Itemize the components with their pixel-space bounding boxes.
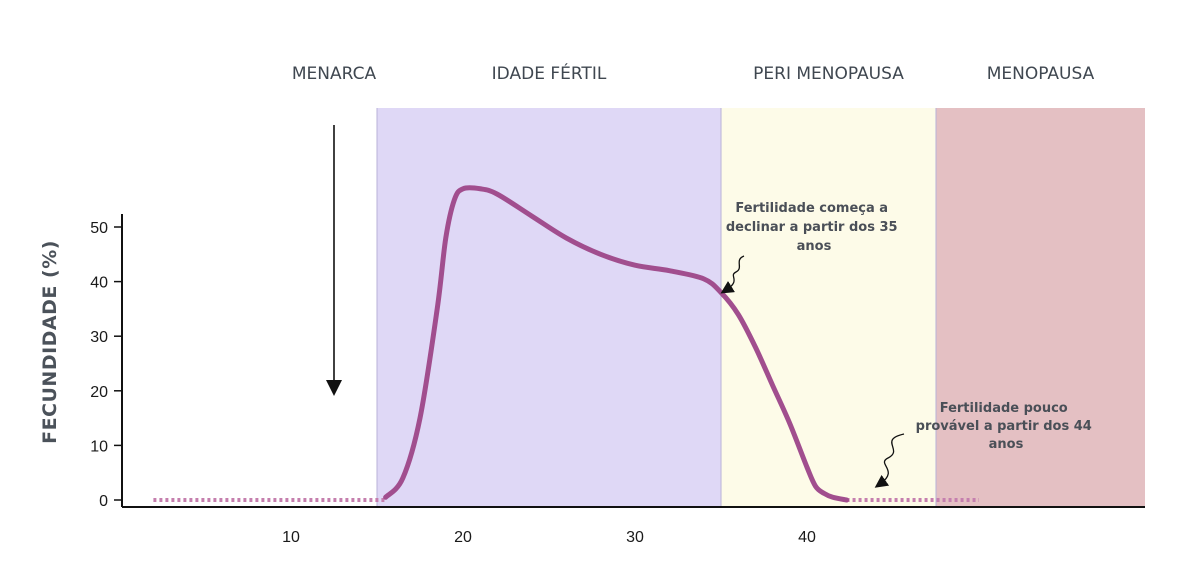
fecundity-series <box>153 185 979 503</box>
phase-label-peri-menopausa: PERI MENOPAUSA <box>753 64 904 84</box>
svg-text:Fertilidade começa a dec: Fertilidade começa a declinar a partir d… <box>726 201 902 254</box>
y-tick-label-40: 40 <box>90 275 108 292</box>
x-tick-label-20: 20 <box>454 529 472 546</box>
annotation-decline-35-line-1: Fertilidade começa a <box>735 201 888 216</box>
y-axis-title: FECUNDIDADE (%) <box>39 240 61 444</box>
x-tick-label-10: 10 <box>282 529 300 546</box>
y-tick-label-30: 30 <box>90 329 108 346</box>
phase-band-menopausa <box>936 108 1145 507</box>
annotation-decline-35-line-3: anos <box>797 239 832 254</box>
annotation-decline-35-line-2: declinar a partir dos 35 <box>726 220 898 235</box>
annotation-unlikely-44: Fertilidade pouco provável a partir dos … <box>874 401 1097 488</box>
y-tick-label-10: 10 <box>90 438 108 455</box>
phase-labels: MENARCA IDADE FÉRTIL PERI MENOPAUSA MENOPAU… <box>292 62 1095 84</box>
x-axis-ticks: 10 20 30 40 <box>282 529 816 546</box>
squiggle-arrow-unlikely <box>874 433 905 488</box>
x-tick-label-40: 40 <box>798 529 816 546</box>
series-line-fecundity <box>383 185 850 503</box>
annotation-unlikely-44-line-1: Fertilidade pouco <box>940 401 1068 416</box>
phase-label-menopausa: MENOPAUSA <box>987 64 1095 84</box>
x-tick-label-30: 30 <box>626 529 644 546</box>
y-tick-label-50: 50 <box>90 220 108 237</box>
y-tick-label-20: 20 <box>90 384 108 401</box>
squiggle-arrow-decline <box>720 255 745 294</box>
y-tick-label-0: 0 <box>99 493 108 510</box>
svg-text:Fertilidade pouco prováv: Fertilidade pouco provável a partir dos … <box>916 401 1097 452</box>
annotation-decline-35: Fertilidade começa a declinar a partir d… <box>720 201 902 294</box>
phase-label-menarca: MENARCA <box>292 64 377 84</box>
y-axis-ticks: 0 10 20 30 40 50 <box>90 220 122 510</box>
phase-bands <box>376 108 1145 507</box>
phase-band-idade-fertil <box>377 108 721 507</box>
annotation-unlikely-44-line-2: provável a partir dos 44 <box>916 419 1092 434</box>
phase-label-idade-fertil: IDADE FÉRTIL <box>492 62 607 84</box>
phase-band-peri-menopausa <box>721 108 936 507</box>
annotation-unlikely-44-line-3: anos <box>989 437 1024 452</box>
